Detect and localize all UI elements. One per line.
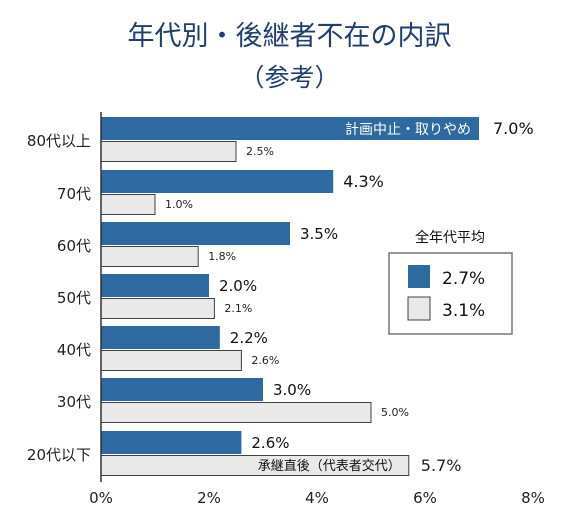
bar-series-a-3	[101, 274, 209, 297]
legend-box	[388, 252, 513, 335]
value-label-series-b-1: 1.0%	[165, 198, 193, 211]
value-label-series-a-3: 2.0%	[219, 277, 257, 295]
category-label-3: 50代	[57, 289, 91, 307]
bar-series-b-3	[100, 298, 215, 319]
value-label-series-a-6: 2.6%	[251, 434, 289, 452]
value-label-series-a-2: 3.5%	[300, 225, 338, 243]
annotation-plan-cancelled: 計画中止・取りやめ	[345, 122, 471, 138]
value-label-series-b-0: 2.5%	[246, 145, 274, 158]
bar-series-b-4	[100, 350, 242, 371]
category-label-6: 20代以下	[27, 446, 91, 464]
value-label-series-b-6: 5.7%	[421, 456, 462, 475]
x-tick-label-3: 6%	[413, 489, 437, 507]
bar-series-a-5	[101, 378, 263, 401]
category-label-4: 40代	[57, 341, 91, 359]
x-tick-label-4: 8%	[521, 489, 545, 507]
bar-series-a-4	[101, 326, 220, 349]
legend-label-a: 2.7%	[442, 269, 485, 289]
chart-subtitle: （参考）	[239, 63, 340, 92]
x-tick-label-2: 4%	[305, 489, 329, 507]
category-label-0: 80代以上	[27, 132, 91, 150]
value-label-series-b-2: 1.8%	[208, 250, 236, 263]
bar-series-a-2	[101, 222, 290, 245]
legend-title: 全年代平均	[415, 229, 485, 246]
category-label-2: 60代	[57, 237, 91, 255]
category-label-1: 70代	[57, 185, 91, 203]
chart-title: 年代別・後継者不在の内訳	[127, 21, 452, 52]
bar-series-b-2	[100, 246, 199, 267]
bar-series-a-1	[101, 170, 334, 193]
value-label-series-a-5: 3.0%	[273, 381, 311, 399]
value-label-series-a-1: 4.3%	[343, 172, 384, 191]
legend-label-b: 3.1%	[442, 301, 485, 321]
bar-series-a-6	[101, 431, 242, 454]
legend-swatch-a	[408, 265, 430, 288]
value-label-series-b-4: 2.6%	[251, 354, 279, 367]
bar-series-b-1	[100, 194, 156, 215]
value-label-series-b-3: 2.1%	[224, 302, 252, 315]
x-tick-label-0: 0%	[89, 489, 113, 507]
annotation-post-succession: 承継直後（代表者交代）	[258, 458, 401, 474]
bar-series-b-5	[100, 402, 372, 423]
category-label-5: 30代	[57, 393, 91, 411]
x-tick-label-1: 2%	[197, 489, 221, 507]
value-label-series-a-4: 2.2%	[230, 329, 268, 347]
bar-series-a-0	[101, 117, 479, 140]
bar-series-b-0	[100, 141, 237, 162]
value-label-series-a-0: 7.0%	[493, 119, 534, 138]
legend-swatch-b	[407, 296, 431, 321]
value-label-series-b-5: 5.0%	[381, 406, 409, 419]
